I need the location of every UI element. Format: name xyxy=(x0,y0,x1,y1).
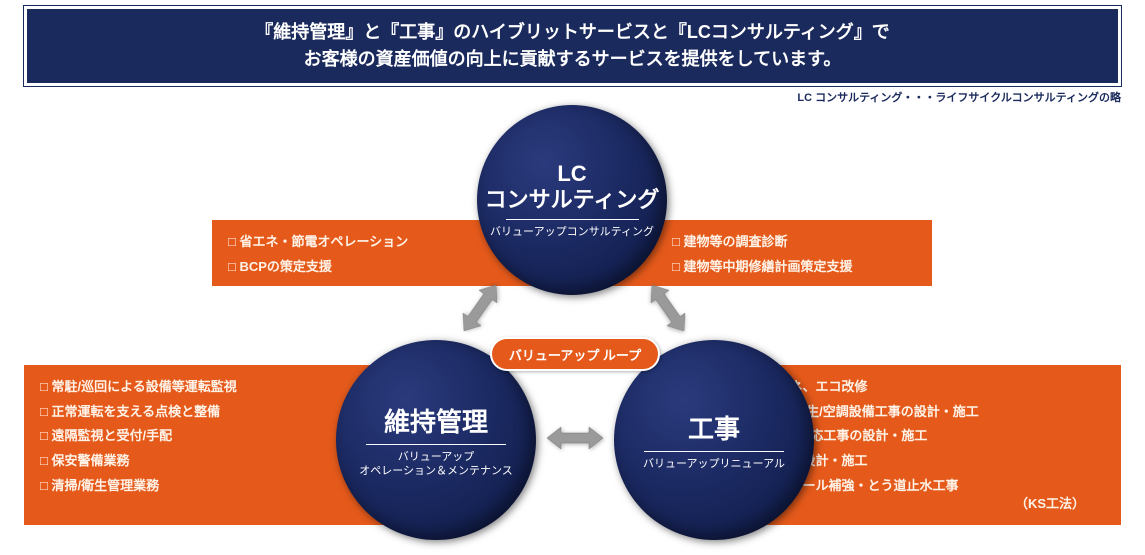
circle-subtitle-line: オペレーション＆メンテナンス xyxy=(359,465,513,477)
list-item: 省エネ、エコ改修 xyxy=(752,375,1105,400)
header-banner: 『維持管理』と『工事』のハイブリットサービスと『LCコンサルティング』で お客様… xyxy=(24,6,1121,86)
subnote: LC コンサルティング・・・ライフサイクルコンサルティングの略 xyxy=(0,86,1145,105)
divider xyxy=(506,219,639,220)
divider xyxy=(366,444,506,445)
double-arrow-icon xyxy=(547,425,603,451)
circle-title: 維持管理 xyxy=(384,402,488,439)
circle-subtitle-line: バリューアップ xyxy=(398,451,475,463)
list-item-suffix: （KS工法） xyxy=(752,492,1105,517)
top-left-list: 省エネ・節電オペレーション BCPの策定支援 xyxy=(228,230,472,276)
circle-title-line: コンサルティング xyxy=(485,187,660,212)
double-arrow-icon xyxy=(453,278,506,339)
list-item: 省エネ・節電オペレーション xyxy=(228,230,472,255)
header-line1: 『維持管理』と『工事』のハイブリットサービスと『LCコンサルティング』で xyxy=(47,19,1098,46)
list-item: 建物等の調査診断 xyxy=(672,230,916,255)
list-item: 建物等中期修繕計画策定支援 xyxy=(672,255,916,280)
list-item: BCPの策定支援 xyxy=(228,255,472,280)
header-line2: お客様の資産価値の向上に貢献するサービスを提供をしています。 xyxy=(47,46,1098,73)
circle-subtitle: バリューアップリニューアル xyxy=(643,457,785,471)
value-up-loop-pill: バリューアップ ループ xyxy=(490,337,660,371)
circle-title: 工事 xyxy=(688,409,740,446)
divider xyxy=(644,451,784,452)
circle-subtitle: バリューアップコンサルティング xyxy=(490,225,654,239)
lc-consulting-circle: LC コンサルティング バリューアップコンサルティング xyxy=(477,105,667,295)
double-arrow-icon xyxy=(641,278,694,339)
circle-title-line: LC xyxy=(557,161,586,186)
value-up-diagram: 省エネ・節電オペレーション BCPの策定支援 建物等の調査診断 建物等中期修繕計… xyxy=(0,105,1145,555)
